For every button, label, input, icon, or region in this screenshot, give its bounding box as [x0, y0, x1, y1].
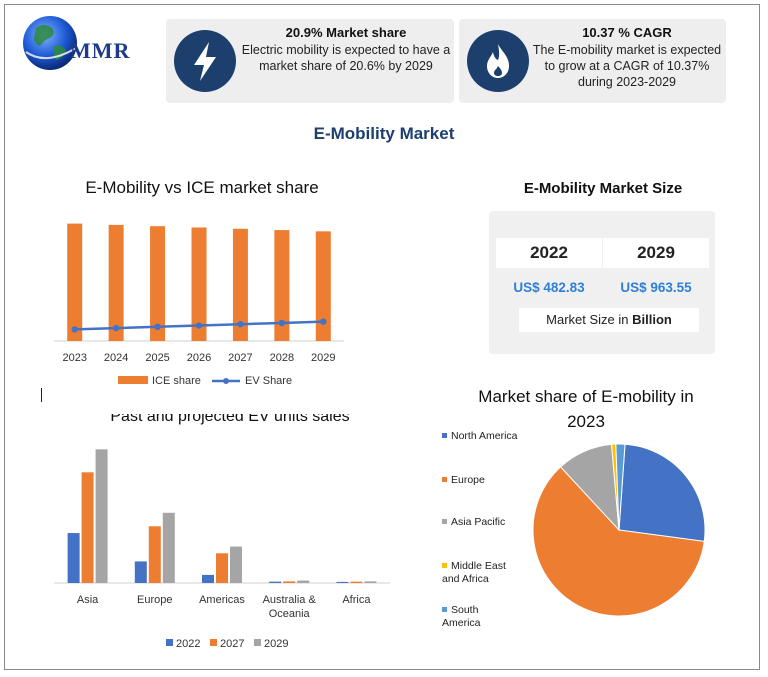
x-tick-label: Oceania: [269, 608, 311, 620]
x-tick-label: 2024: [104, 352, 128, 364]
ice-chart-title: E-Mobility vs ICE market share: [85, 178, 319, 197]
legend-label-2027: 2027: [220, 638, 244, 650]
legend-swatch: [442, 433, 447, 438]
x-tick-label: 2025: [145, 352, 169, 364]
x-tick-label: Americas: [199, 594, 245, 606]
pie-legend-item: Asia Pacific: [442, 516, 532, 529]
pie-legend-item: Europe: [442, 474, 532, 487]
x-tick-label: 2029: [311, 352, 335, 364]
ice-share-bar: [274, 230, 290, 341]
cagr-card: 10.37 % CAGR The E-mobility market is ex…: [459, 19, 726, 103]
legend-swatch: [442, 519, 447, 524]
card-text: The E-mobility market is expected to gro…: [532, 43, 722, 89]
legend-label-ev: EV Share: [245, 375, 292, 387]
legend-swatch: [442, 477, 447, 482]
ice-share-bar: [67, 223, 83, 341]
legend-swatch-2029: [254, 639, 261, 646]
sales-bar-2027: [81, 472, 94, 583]
card-title: 20.9% Market share: [285, 25, 407, 40]
x-tick-label: Africa: [342, 594, 371, 606]
x-tick-label: 2026: [187, 352, 211, 364]
pie-slice-europe: [532, 466, 705, 617]
legend-label: Middle East: [451, 560, 506, 572]
sales-bar-2022: [67, 533, 80, 583]
flame-icon: [467, 30, 529, 92]
pie-chart-title: Market share of E-mobility in 2023: [478, 387, 694, 431]
pie-legend-item: South America: [442, 604, 532, 630]
legend-label: and Africa: [442, 573, 489, 585]
market-size-title: E-Mobility Market Size: [523, 180, 683, 197]
ev-sales-chart-title: Past and projected EV units sales: [110, 414, 350, 425]
ev-share-point: [320, 318, 327, 325]
legend-label-2022: 2022: [176, 638, 200, 650]
year-2022: 2022: [496, 238, 602, 268]
pie-slice-north-america: [618, 443, 706, 542]
ice-share-bar: [108, 224, 124, 341]
unit-label: Market Size in Billion: [519, 308, 699, 332]
legend-marker-ev: [223, 378, 229, 384]
sales-bar-2029: [297, 580, 310, 583]
legend-label: Europe: [451, 474, 485, 486]
market-share-card: 20.9% Market share Electric mobility is …: [166, 19, 454, 103]
sales-bar-2022: [269, 581, 282, 583]
card-text: Electric mobility is expected to have a …: [241, 43, 451, 73]
ev-share-point: [112, 324, 120, 332]
value-2022: US$ 482.83: [513, 280, 585, 295]
legend-label: North America: [451, 430, 518, 442]
ev-share-point: [154, 323, 161, 331]
ice-share-bar: [232, 228, 248, 341]
sales-bar-2027: [216, 553, 228, 583]
ice-share-bar: [150, 226, 166, 341]
legend-label: America: [442, 617, 481, 629]
sales-bar-2029: [95, 449, 108, 583]
legend-swatch: [442, 563, 447, 568]
x-tick-label: 2027: [228, 352, 252, 364]
value-2029: US$ 963.55: [620, 280, 692, 295]
infographic-frame: [4, 4, 760, 670]
x-tick-label: 2023: [62, 352, 86, 364]
legend-label-ice: ICE share: [152, 375, 201, 387]
ev-share-point: [195, 322, 203, 329]
sales-bar-2029: [364, 581, 377, 583]
pie-legend-item: Middle East and Africa: [442, 560, 532, 586]
legend-swatch: [442, 607, 447, 612]
sales-bar-2029: [162, 512, 175, 583]
text-cursor: [41, 388, 42, 402]
main-title: E-Mobility Market: [313, 124, 455, 143]
legend-swatch-2022: [166, 639, 173, 646]
legend-label: Asia Pacific: [451, 516, 506, 528]
sales-bar-2027: [350, 581, 363, 583]
x-tick-label: 2028: [270, 352, 294, 364]
ev-share-point: [237, 321, 244, 328]
sales-bar-2027: [283, 581, 296, 583]
ice-share-bar: [315, 231, 331, 341]
pie-legend-item: North America: [442, 430, 532, 443]
legend-swatch-ice: [118, 376, 148, 384]
x-tick-label: Asia: [77, 594, 99, 606]
sales-bar-2029: [230, 546, 242, 583]
legend-label: South: [451, 604, 479, 616]
x-tick-label: Australia &: [263, 594, 317, 606]
sales-bar-2022: [202, 574, 214, 583]
card-title: 10.37 % CAGR: [582, 25, 672, 40]
x-tick-label: Europe: [137, 594, 172, 606]
legend-label-2029: 2029: [264, 638, 288, 650]
ice-share-bar: [191, 227, 207, 341]
mmr-logo-icon: [23, 16, 77, 70]
logo-text: MMR: [70, 38, 131, 63]
sales-bar-2022: [336, 581, 349, 583]
lightning-bolt-icon: [174, 30, 236, 92]
market-size-panel: 2022 2029 US$ 482.83 US$ 963.55 Market S…: [489, 211, 715, 354]
ev-share-point: [71, 326, 78, 333]
legend-swatch-2027: [210, 639, 217, 646]
sales-bar-2027: [148, 526, 161, 583]
sales-bar-2022: [134, 561, 147, 583]
ev-share-point: [278, 319, 286, 327]
year-2029: 2029: [603, 238, 709, 268]
pie-slice-south-america: [615, 443, 626, 531]
